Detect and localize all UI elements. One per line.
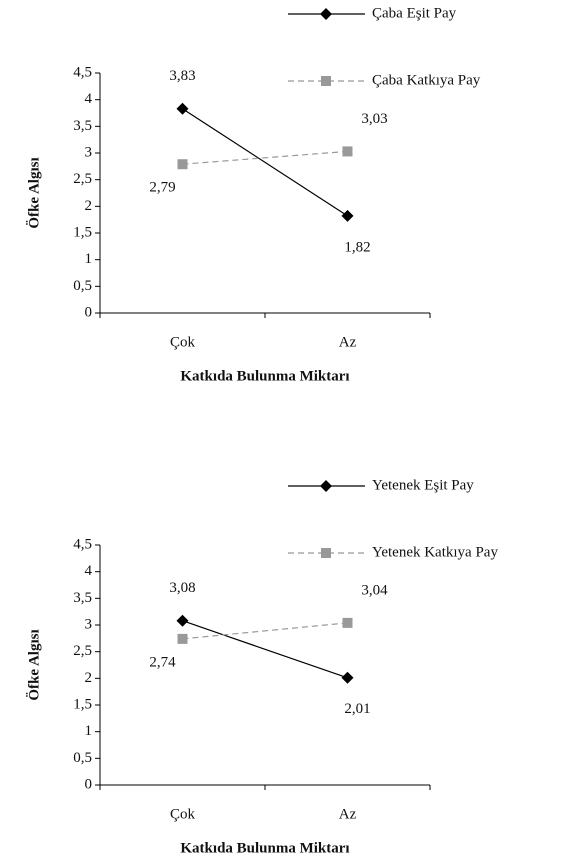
x-tick-label: Çok [170, 806, 196, 822]
series-line [182, 620, 348, 679]
data-label: 3,83 [169, 68, 195, 84]
legend-marker [320, 8, 332, 20]
data-point [342, 146, 353, 157]
y-tick-label: 0,5 [73, 750, 92, 766]
y-tick-label: 3 [85, 616, 93, 632]
legend-label: Yetenek Eşit Pay [372, 477, 474, 493]
y-tick-label: 0,5 [73, 278, 92, 294]
y-axis-title: Öfke Algısı [25, 629, 42, 700]
data-label: 3,04 [361, 582, 388, 598]
data-label: 1,82 [344, 239, 370, 255]
data-label: 2,79 [149, 180, 175, 196]
legend-marker [321, 76, 331, 86]
y-tick-label: 1 [85, 251, 93, 267]
data-point [177, 633, 188, 644]
x-tick-label: Az [339, 806, 357, 822]
y-tick-label: 1,5 [73, 696, 92, 712]
data-label: 2,74 [149, 654, 176, 670]
legend-label: Çaba Eşit Pay [372, 5, 457, 21]
legend-marker [321, 548, 331, 558]
series-line [182, 622, 348, 640]
data-point [176, 614, 189, 627]
legend-label: Yetenek Katkıya Pay [372, 544, 498, 560]
data-point [176, 102, 189, 115]
y-tick-label: 4,5 [73, 536, 92, 552]
y-tick-label: 1 [85, 723, 93, 739]
y-tick-label: 3,5 [73, 590, 92, 606]
data-label: 3,08 [169, 580, 195, 596]
y-tick-label: 4 [85, 91, 93, 107]
y-tick-label: 4,5 [73, 64, 92, 80]
legend-marker [320, 480, 332, 492]
y-tick-label: 0 [85, 776, 93, 792]
y-tick-label: 1,5 [73, 224, 92, 240]
series-line [182, 108, 348, 217]
y-tick-label: 3,5 [73, 118, 92, 134]
x-axis-title: Katkıda Bulunma Miktarı [180, 368, 349, 384]
data-label: 3,03 [361, 111, 387, 127]
y-axis-title: Öfke Algısı [25, 157, 42, 228]
y-tick-label: 2,5 [73, 643, 92, 659]
data-point [341, 209, 354, 222]
x-tick-label: Az [339, 334, 357, 350]
x-axis-title: Katkıda Bulunma Miktarı [180, 840, 349, 856]
y-tick-label: 4 [85, 563, 93, 579]
series-line [182, 150, 348, 165]
y-tick-label: 0 [85, 304, 93, 320]
data-label: 2,01 [344, 701, 370, 717]
y-tick-label: 2 [85, 670, 93, 686]
data-point [177, 159, 188, 170]
data-point [342, 617, 353, 628]
y-tick-label: 2,5 [73, 171, 92, 187]
y-tick-label: 3 [85, 144, 93, 160]
data-point [341, 671, 354, 684]
y-tick-label: 2 [85, 198, 93, 214]
x-tick-label: Çok [170, 334, 196, 350]
legend-label: Çaba Katkıya Pay [372, 72, 481, 88]
